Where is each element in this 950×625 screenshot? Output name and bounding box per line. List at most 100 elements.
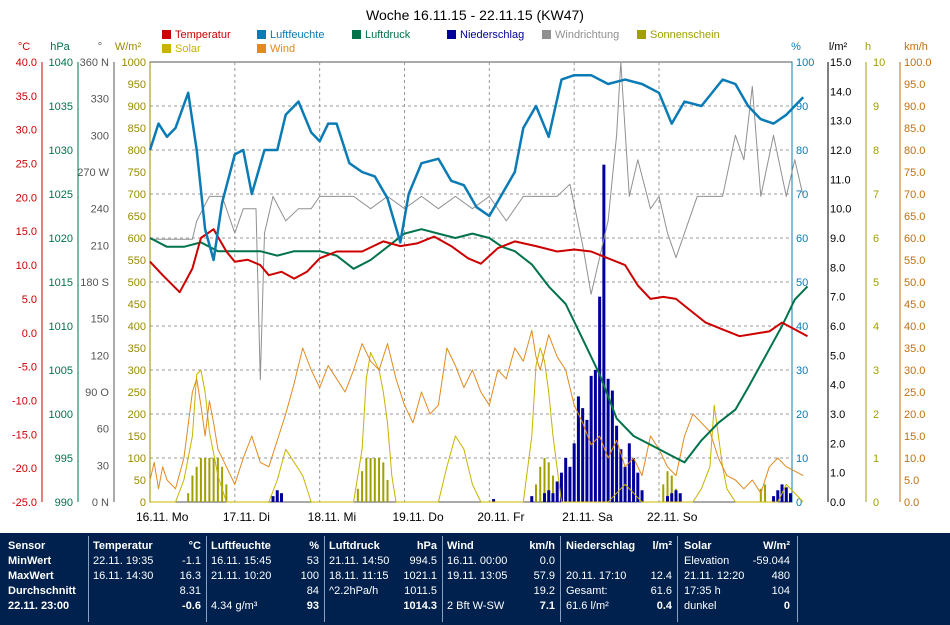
unit-label-humidity: % — [791, 41, 801, 53]
wind-header: Wind km/h — [447, 539, 555, 554]
solar-footer-value: 0 — [783, 600, 790, 612]
tick-label-pressure: 1020 — [49, 233, 73, 245]
rain-bar — [581, 408, 585, 502]
rain-bar — [530, 496, 534, 502]
legend-swatch — [352, 30, 361, 39]
tick-label-solar: 550 — [128, 255, 146, 267]
tick-label-wind: 45.0 — [904, 299, 925, 311]
solar-row: 17:35 h 104 — [684, 584, 790, 599]
tick-label-pressure: 1040 — [49, 57, 73, 69]
tick-label-wind: 25.0 — [904, 387, 925, 399]
tick-label-sunshine: 4 — [873, 321, 879, 333]
rain-bar — [615, 425, 619, 502]
luftdruck-row: 18.11. 11:15 1021.1 — [329, 569, 437, 584]
solar-header: Solar W/m² — [684, 539, 790, 554]
rain-bar — [559, 472, 563, 502]
solar-row: 21.11. 12:20 480 — [684, 569, 790, 584]
rain-bar — [542, 493, 546, 502]
solar-unit: W/m² — [763, 540, 790, 552]
solar-line — [150, 347, 804, 503]
wind-row: 16.11. 00:00 0.0 — [447, 554, 555, 569]
tick-label-sunshine: 3 — [873, 365, 879, 377]
rain-bar — [551, 493, 555, 502]
wind-footer: 2 Bft W-SW 7.1 — [447, 599, 555, 614]
legend-swatch — [637, 30, 646, 39]
tick-label-humidity: 10 — [796, 453, 808, 465]
legend-label: Niederschlag — [460, 29, 524, 41]
sunshine-bar — [386, 480, 389, 502]
tick-label-solar: 500 — [128, 277, 146, 289]
luftdruck-row-label: ^2.2hPa/h — [329, 585, 379, 597]
tick-label-humidity: 100 — [796, 57, 814, 69]
rain-bar — [610, 390, 614, 502]
sunshine-bar — [212, 458, 215, 502]
tick-label-wind: 75.0 — [904, 167, 925, 179]
col-sensor: Sensor MinWert MaxWert Durchschnitt 22.1… — [8, 539, 84, 614]
stats-table: Sensor MinWert MaxWert Durchschnitt 22.1… — [0, 533, 950, 625]
tick-label-wind: 60.0 — [904, 233, 925, 245]
luftfeuchte-row-label: 21.11. 10:20 — [211, 570, 272, 582]
axes: 40.035.030.025.020.015.010.05.00.0-5.0-1… — [12, 57, 932, 509]
tick-label-winddir: 120 — [91, 350, 109, 362]
sensor-avg: Durchschnitt — [8, 585, 76, 597]
unit-label-temp: °C — [18, 41, 30, 53]
tick-label-sunshine: 9 — [873, 101, 879, 113]
tick-label-temp: 15.0 — [16, 226, 37, 238]
tick-label-humidity: 30 — [796, 365, 808, 377]
sunshine-bar — [662, 484, 665, 502]
niederschlag-row-value: 61.6 — [650, 585, 672, 597]
tick-label-wind: 10.0 — [904, 453, 925, 465]
tick-label-sunshine: 5 — [873, 277, 879, 289]
tick-label-rain: 14.0 — [830, 86, 851, 98]
sunshine-bar — [373, 458, 376, 502]
luftfeuchte-footer: 4.34 g/m³ 93 — [211, 599, 319, 614]
rain-bar — [640, 490, 644, 502]
tick-label-solar: 150 — [128, 431, 146, 443]
tick-label-wind: 40.0 — [904, 321, 925, 333]
tick-label-rain: 3.0 — [830, 409, 845, 421]
tick-label-winddir: 360 N — [80, 57, 109, 69]
axis-unit-labels: °C hPa ° W/m²% l/m² h km/h — [18, 41, 928, 53]
rain-bar — [670, 493, 674, 502]
tick-label-wind: 55.0 — [904, 255, 925, 267]
sunshine-bar — [666, 471, 669, 502]
rain-bar — [555, 481, 559, 502]
tick-label-solar: 200 — [128, 409, 146, 421]
luftfeuchte-title: Luftfeuchte — [211, 540, 271, 552]
rain-bar — [271, 496, 275, 502]
sensor-min: MinWert — [8, 555, 52, 567]
tick-label-solar: 700 — [128, 189, 146, 201]
tick-label-wind: 85.0 — [904, 123, 925, 135]
tick-label-rain: 1.0 — [830, 468, 845, 480]
luftfeuchte-row-label: 16.11. 15:45 — [211, 555, 272, 567]
sunshine-bar — [670, 475, 673, 502]
sunshine-bar — [225, 484, 228, 502]
wind-row-label: 19.11. 13:05 — [447, 570, 508, 582]
wind-row-label: 16.11. 00:00 — [447, 555, 508, 567]
luftdruck-row-value: 1021.1 — [403, 570, 437, 582]
luftdruck-row-label: 18.11. 11:15 — [329, 570, 389, 582]
tick-label-solar: 850 — [128, 123, 146, 135]
tick-label-solar: 950 — [128, 79, 146, 91]
solar-row-label: Elevation — [684, 555, 730, 567]
tick-label-rain: 9.0 — [830, 233, 845, 245]
tick-label-solar: 900 — [128, 101, 146, 113]
legend-label: Luftdruck — [365, 29, 411, 41]
rain-bar — [627, 443, 631, 502]
tick-label-rain: 2.0 — [830, 438, 845, 450]
niederschlag-title: Niederschlag — [566, 540, 636, 552]
rain-bar — [776, 490, 780, 502]
unit-label-pressure: hPa — [50, 41, 70, 53]
x-tick-labels: 16.11. Mo 17.11. Di 18.11. Mi 19.11. Do 20.1… — [136, 510, 698, 524]
legend: Temperatur Luftfeuchte Luftdruck Niederschl… — [162, 29, 720, 55]
tick-label-rain: 6.0 — [830, 321, 845, 333]
tick-label-sunshine: 8 — [873, 145, 879, 157]
wind-unit: km/h — [529, 540, 555, 552]
luftfeuchte-footer-label: 4.34 g/m³ — [211, 600, 258, 612]
tick-label-winddir: 240 — [91, 204, 109, 216]
solar-footer: dunkel 0 — [684, 599, 790, 614]
tick-label-wind: 5.0 — [904, 475, 919, 487]
luftdruck-row: 21.11. 14:50 994.5 — [329, 554, 437, 569]
temperatur-title: Temperatur — [93, 540, 153, 552]
tick-label-pressure: 1000 — [49, 409, 73, 421]
